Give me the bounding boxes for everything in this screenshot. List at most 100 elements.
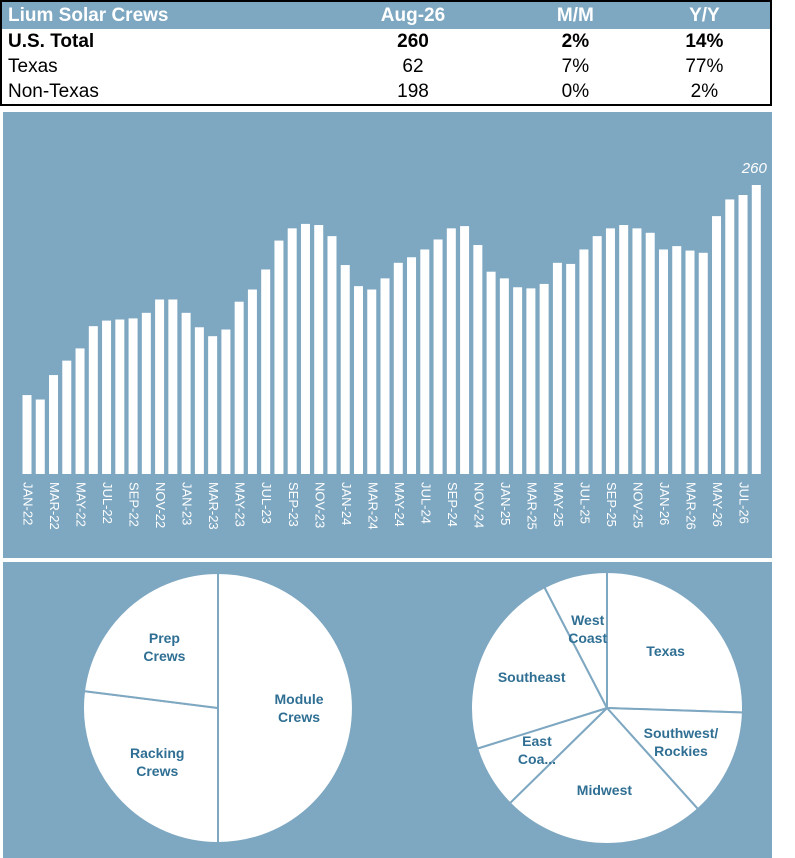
bar [102, 320, 112, 474]
row: Texas 62 7% 77% [1, 54, 771, 79]
bar [327, 236, 337, 474]
bar [539, 283, 549, 474]
x-tick-label: JAN-25 [498, 482, 513, 525]
x-tick-label: MAR-24 [365, 482, 380, 530]
bar [712, 216, 722, 474]
bar [751, 185, 761, 474]
cell: 198 [397, 80, 429, 102]
bar [738, 195, 748, 474]
pie-slice [82, 571, 219, 710]
x-tick-label: MAR-23 [206, 482, 221, 530]
x-tick-label: SEP-25 [604, 482, 619, 527]
cell: 77% [685, 55, 724, 77]
summary-table: Lium Solar Crews Aug-26 M/M Y/Y U.S. Tot… [0, 0, 772, 106]
pie-slice [543, 570, 608, 709]
slice-label: East Coa... [517, 732, 557, 767]
x-tick-label: MAY-25 [551, 482, 566, 527]
slice-label: Midwest [576, 781, 633, 798]
pie-slice [604, 706, 744, 811]
bar [460, 226, 470, 474]
row: Non-Texas 198 0% 2% [1, 79, 771, 105]
pie-slice [217, 571, 354, 845]
x-tick-label: MAY-23 [233, 482, 248, 527]
slice-label: Southwest/ Rockies [643, 725, 719, 760]
slice-label: West Coast [568, 611, 608, 646]
bar [632, 228, 642, 474]
x-tick-label: JAN-24 [339, 482, 354, 525]
x-tick-label: JUL-26 [737, 482, 752, 524]
cell: 260 [397, 30, 429, 52]
bar [393, 262, 403, 474]
x-tick-label: JUL-22 [100, 482, 115, 524]
header-cell: Aug-26 [314, 1, 512, 29]
bar [685, 250, 695, 474]
data-label: 260 [741, 160, 768, 177]
bar [672, 246, 682, 474]
x-tick-label: NOV-24 [471, 482, 486, 528]
cell: U.S. Total [8, 30, 95, 52]
bar [552, 262, 562, 474]
cell: 7% [561, 55, 590, 77]
bar [155, 299, 165, 474]
x-tick-label: JAN-22 [21, 482, 36, 525]
cell: 14% [685, 30, 724, 52]
bar [22, 395, 32, 474]
pie-slice [606, 570, 744, 714]
header-row: Lium Solar Crews Aug-26 M/M Y/Y [1, 1, 771, 29]
bar [194, 327, 204, 474]
x-tick-label: NOV-23 [312, 482, 327, 528]
cell: Non-Texas [8, 80, 99, 102]
bar [274, 240, 284, 474]
bar [513, 287, 523, 474]
cell: 62 [402, 55, 424, 77]
slice-label: Texas [646, 643, 685, 660]
bar [141, 312, 151, 474]
x-tick-label: JAN-26 [657, 482, 672, 525]
x-tick-label: NOV-25 [631, 482, 646, 528]
header-cell: Y/Y [638, 1, 771, 29]
x-tick-label: SEP-24 [445, 482, 460, 527]
bar [446, 228, 456, 474]
pie-slice [508, 706, 700, 845]
x-tick-label: MAY-22 [74, 482, 89, 527]
x-tick-label: JAN-23 [180, 482, 195, 525]
bar [645, 232, 655, 474]
header-cell: Lium Solar Crews [1, 1, 314, 29]
bar [247, 289, 257, 474]
x-tick-label: MAY-24 [392, 482, 407, 527]
bar [499, 278, 509, 474]
x-tick-label: JUL-23 [259, 482, 274, 524]
x-tick-label: MAR-22 [47, 482, 62, 530]
x-tick-label: SEP-23 [286, 482, 301, 527]
slice-label: Southeast [497, 668, 566, 685]
bar [62, 360, 72, 474]
bar [168, 299, 178, 474]
cell: Texas [8, 55, 58, 77]
bar [340, 265, 350, 474]
bar [115, 319, 125, 474]
header-cell: M/M [511, 1, 639, 29]
bar [566, 263, 576, 474]
slice-label: Module Crews [274, 691, 324, 725]
x-tick-label: SEP-22 [127, 482, 142, 527]
bar [88, 326, 98, 474]
bar [698, 252, 708, 474]
bar [367, 289, 377, 474]
pie-slice [470, 585, 609, 750]
cell: 2% [561, 30, 590, 52]
bar [605, 228, 615, 474]
x-tick-label: MAR-25 [524, 482, 539, 530]
slice-label: Prep Crews [143, 630, 186, 665]
x-tick-label: MAR-26 [684, 482, 699, 530]
bar [420, 249, 430, 474]
chart-area: JAN-22 MAR-22 MAY-22 JUL-22 SEP-22 NOV-22 JAN-… [3, 112, 772, 858]
bar [407, 257, 417, 474]
bar [619, 225, 629, 474]
bar [314, 225, 324, 474]
bar [208, 336, 218, 474]
bar [300, 223, 310, 474]
bar [287, 228, 297, 474]
bar [221, 329, 231, 474]
x-tick-label: JUL-24 [418, 482, 433, 524]
